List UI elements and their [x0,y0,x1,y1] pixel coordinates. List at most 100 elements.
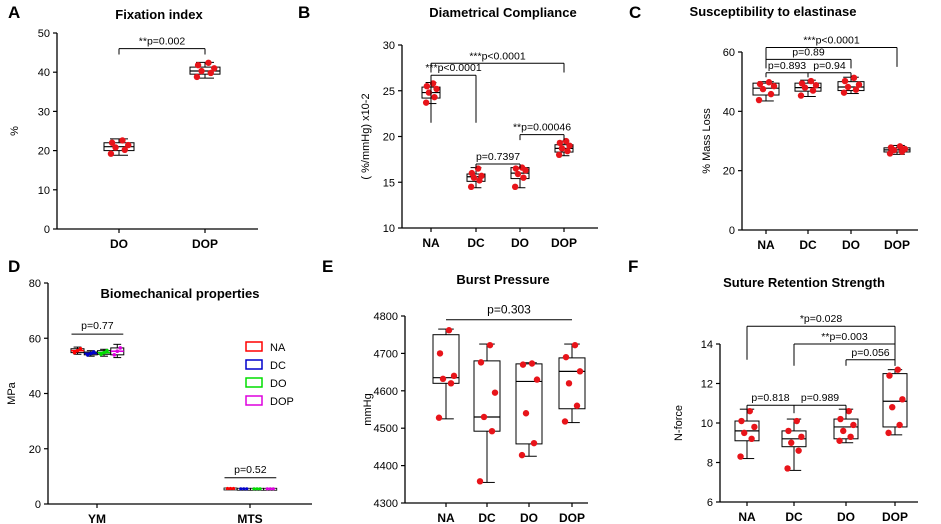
data-point [767,90,775,98]
data-point [738,417,745,425]
y-tick-label: 8 [707,458,713,470]
x-category-label: DO [837,510,855,524]
box-group [515,360,543,459]
data-point [231,486,236,491]
box-group [554,137,574,158]
data-point [72,350,77,355]
data-point [564,147,571,155]
x-category-label: DC [478,511,496,524]
data-point [431,93,438,101]
data-point [258,487,262,491]
data-point [850,74,858,82]
y-tick-label: 40 [38,67,50,79]
box-group [432,327,460,421]
chart-title: Susceptibility to elastinase [690,4,857,19]
y-tick-label: 14 [701,339,713,351]
x-category-label: DOP [192,237,218,251]
sig-label: **p=0.003 [821,331,868,343]
data-point [845,407,852,415]
panel-label-C: C [629,3,641,22]
y-tick-label: 50 [38,28,50,40]
data-point [556,139,564,147]
data-point [422,99,430,106]
chart-title: Suture Retention Strength [723,275,885,290]
data-point [108,139,116,146]
panel-label-B: B [298,3,310,22]
legend-label: NA [270,342,286,354]
y-tick-label: 12 [701,379,713,391]
legend-label: DOP [270,396,294,408]
x-category-label: MTS [237,512,262,524]
legend-swatch [245,395,263,406]
data-point [798,433,805,441]
box-group [189,59,221,81]
panel-label-A: A [8,3,20,22]
data-point [520,174,527,181]
data-point [478,172,485,180]
x-category-label: DOP [559,511,585,524]
data-point [847,433,854,441]
data-point [852,86,860,93]
data-point [850,421,857,429]
legend-swatch [245,377,263,388]
data-point [840,427,847,435]
data-point [566,142,573,149]
data-point [855,81,863,88]
data-point [225,486,230,491]
panel-E: E Burst Pressure 4300 4400 4500 4600 4700 4800 N… [322,257,588,524]
box-group [882,366,908,437]
x-category-label: DC [467,236,485,250]
data-point [576,368,584,375]
data-point [205,59,212,66]
panel-D: D Biomechanical properties 0 20 40 60 80 YM MTS M… [6,257,312,524]
chart-title: Fixation index [115,7,203,22]
panel-C: C Susceptibility to elastinase 0 20 40 60 NA DC… [629,3,918,252]
box-group [883,143,911,157]
data-point [211,65,218,72]
y-tick-label: 40 [723,106,735,118]
legend-swatch [245,341,263,352]
sig-label: ***p<0.0001 [469,50,526,62]
data-point [784,465,791,472]
box-group [103,137,135,157]
sig-label: p=0.818 [751,392,789,404]
data-point [207,69,214,77]
data-point [840,89,848,96]
data-point [107,150,115,157]
y-tick-label: 40 [29,389,41,401]
box-group [734,407,760,460]
data-point [468,169,476,177]
data-point [571,341,579,349]
panel-B: B Diametrical Compliance 10 15 20 25 30 NA DC DO D… [298,3,598,250]
data-point [511,183,519,191]
data-point [565,380,573,387]
data-point [242,487,246,491]
sig-label: p=0.52 [234,464,267,476]
data-point [896,143,904,150]
data-point [807,77,815,85]
data-point [533,376,541,383]
y-axis-label: % Mass Loss [701,108,713,174]
x-category-label: NA [738,510,756,524]
x-category-label: DOP [551,236,577,250]
data-point [809,87,817,94]
data-point [797,92,805,99]
data-point [239,487,243,491]
data-point [198,67,205,75]
sig-label: p=0.77 [81,320,114,332]
y-tick-label: 10 [383,223,395,235]
x-category-label: DC [785,510,803,524]
panel-A: A Fixation index 0 10 20 30 40 50 DO DOP% **p=0.00… [8,3,258,251]
data-point [519,361,527,368]
data-point [194,61,202,69]
data-point [885,429,892,437]
legend-swatch [245,359,263,370]
x-category-label: NA [422,236,440,250]
y-tick-label: 4400 [374,461,398,473]
data-point [486,341,494,349]
x-category-label: DO [842,238,860,252]
data-point [788,439,795,446]
data-point [844,83,852,91]
data-point [894,366,901,373]
